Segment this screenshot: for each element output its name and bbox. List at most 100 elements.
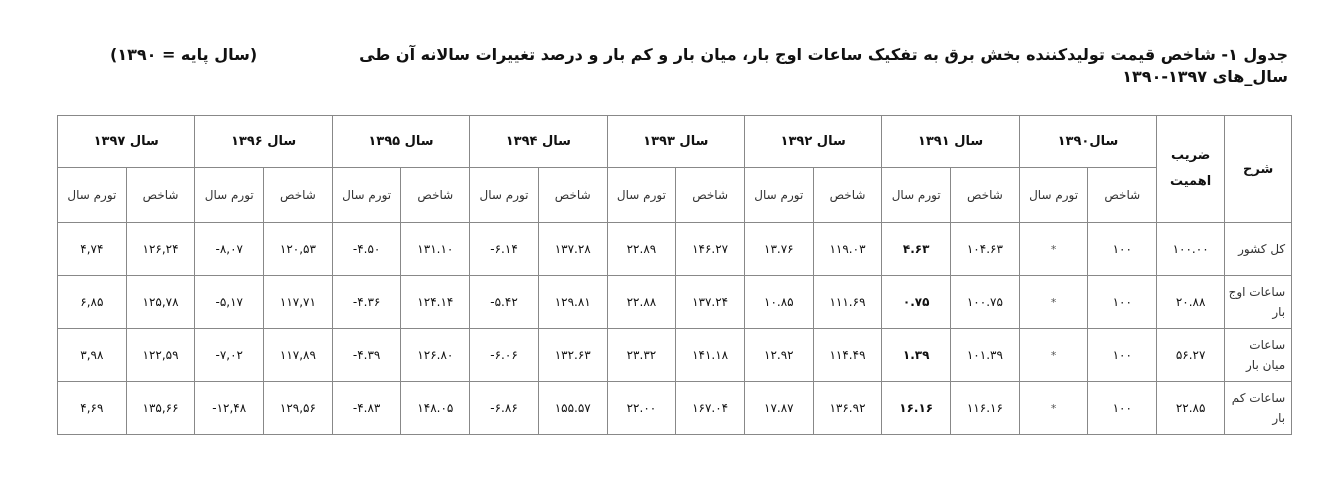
index-cell: ۱۰۰ [1087, 328, 1158, 382]
header-index: شاخص [537, 167, 608, 223]
index-cell: ۱۳۷.۲۴ [675, 275, 745, 329]
header-index: شاخص [1087, 167, 1158, 223]
weight-cell: ۲۲.۸۵ [1156, 381, 1226, 435]
table-row: ساعات اوج بار ۲۰.۸۸ ۱۰۰ * ۱۰۰.۷۵ ۰.۷۵ ۱۱۱.۶۹ ۱۰… [57, 275, 1293, 329]
index-cell: ۱۲۹.۸۱ [537, 275, 608, 329]
inflation-cell: ۴,۷۴ [57, 222, 127, 276]
inflation-cell: ۱۲.۹۲ [743, 328, 814, 382]
header-year: سال ۱۳۹۲ [743, 115, 883, 168]
header-description: شرح [1224, 115, 1293, 223]
row-label: ساعات اوج بار [1224, 275, 1293, 329]
index-cell: ۱۲۶,۲۴ [125, 222, 196, 276]
index-cell: ۱۱۴.۴۹ [812, 328, 883, 382]
index-cell: ۱۴۸.۰۵ [400, 381, 471, 435]
index-cell: ۱۲۴.۱۴ [400, 275, 471, 329]
inflation-cell: -۶.۰۶ [469, 328, 539, 382]
index-cell: ۱۰۰.۷۵ [950, 275, 1020, 329]
index-cell: ۱۳۶.۹۲ [812, 381, 883, 435]
index-cell: ۱۰۰ [1087, 275, 1158, 329]
inflation-cell: ۱۶.۱۶ [881, 381, 952, 435]
inflation-cell: * [1018, 381, 1089, 435]
table-row: ساعات کم بار ۲۲.۸۵ ۱۰۰ * ۱۱۶.۱۶ ۱۶.۱۶ ۱۳۶.۹۲ ۱۷… [57, 381, 1293, 435]
table-row: ساعات میان بار ۵۶.۲۷ ۱۰۰ * ۱۰۱.۳۹ ۱.۳۹ ۱۱۴.۴۹ ۱… [57, 328, 1293, 382]
header-index: شاخص [125, 167, 196, 223]
index-cell: ۱۱۷,۷۱ [263, 275, 333, 329]
index-cell: ۱۳۵,۶۶ [125, 381, 196, 435]
index-cell: ۱۲۵,۷۸ [125, 275, 196, 329]
base-year-note: (سال پایه = ۱۳۹۰) [110, 45, 258, 64]
weight-cell: ۵۶.۲۷ [1156, 328, 1226, 382]
inflation-cell: -۴.۳۹ [331, 328, 402, 382]
inflation-cell: * [1018, 328, 1089, 382]
header-year: سال ۱۳۹۶ [194, 115, 333, 168]
inflation-cell: -۱۲,۴۸ [194, 381, 265, 435]
row-label: ساعات کم بار [1224, 381, 1293, 435]
header-year: سال ۱۳۹۴ [469, 115, 608, 168]
index-cell: ۱۵۵.۵۷ [537, 381, 608, 435]
header-inflation: تورم سال [57, 167, 127, 223]
header-inflation: تورم سال [194, 167, 265, 223]
inflation-cell: -۷,۰۲ [194, 328, 265, 382]
inflation-cell: ۴,۶۹ [57, 381, 127, 435]
inflation-cell: ۲۳.۳۲ [606, 328, 677, 382]
inflation-cell: * [1018, 275, 1089, 329]
index-cell: ۱۶۷.۰۴ [675, 381, 745, 435]
inflation-cell: ۴.۶۳ [881, 222, 952, 276]
header-weight: ضریب اهمیت [1156, 115, 1226, 223]
index-cell: ۱۳۷.۲۸ [537, 222, 608, 276]
index-cell: ۱۲۰,۵۳ [263, 222, 333, 276]
index-cell: ۱۳۱.۱۰ [400, 222, 471, 276]
inflation-cell: ۰.۷۵ [881, 275, 952, 329]
inflation-cell: ۱۷.۸۷ [743, 381, 814, 435]
caption: جدول ۱- شاخص قیمت تولیدکننده بخش برق به … [110, 44, 1288, 88]
header-year: سال ۱۳۹۳ [606, 115, 745, 168]
inflation-cell: -۶.۸۶ [469, 381, 539, 435]
index-cell: ۱۲۹,۵۶ [263, 381, 333, 435]
inflation-cell: ۱۳.۷۶ [743, 222, 814, 276]
inflation-cell: ۶,۸۵ [57, 275, 127, 329]
index-cell: ۱۱۹.۰۳ [812, 222, 883, 276]
header-index: شاخص [950, 167, 1020, 223]
header-year: سال ۱۳۹۷ [56, 115, 196, 168]
header-year: سال ۱۳۹۱ [881, 115, 1020, 168]
header-inflation: تورم سال [606, 167, 677, 223]
index-cell: ۱۴۱.۱۸ [675, 328, 745, 382]
inflation-cell: -۸,۰۷ [194, 222, 265, 276]
header-index: شاخص [812, 167, 883, 223]
index-cell: ۱۲۶.۸۰ [400, 328, 471, 382]
inflation-cell: -۵,۱۷ [194, 275, 265, 329]
inflation-cell: ۲۲.۸۸ [606, 275, 677, 329]
table-row: کل کشور ۱۰۰.۰۰ ۱۰۰ * ۱۰۴.۶۳ ۴.۶۳ ۱۱۹.۰۳ ۱۳.۷۶ ۱۴… [57, 222, 1293, 276]
header-index: شاخص [675, 167, 745, 223]
header-inflation: تورم سال [469, 167, 539, 223]
header-year: سال۱۳۹۰ [1018, 115, 1158, 168]
index-cell: ۱۱۷,۸۹ [263, 328, 333, 382]
index-cell: ۱۴۶.۲۷ [675, 222, 745, 276]
index-cell: ۱۰۴.۶۳ [950, 222, 1020, 276]
row-label: ساعات میان بار [1224, 328, 1293, 382]
index-cell: ۱۰۱.۳۹ [950, 328, 1020, 382]
inflation-cell: * [1018, 222, 1089, 276]
header-inflation: تورم سال [881, 167, 952, 223]
header-index: شاخص [400, 167, 471, 223]
inflation-cell: -۴.۸۳ [331, 381, 402, 435]
inflation-cell: -۴.۵۰ [331, 222, 402, 276]
inflation-cell: ۲۲.۰۰ [606, 381, 677, 435]
index-cell: ۱۲۲,۵۹ [125, 328, 196, 382]
table-title: جدول ۱- شاخص قیمت تولیدکننده بخش برق به … [359, 45, 1288, 86]
index-cell: ۱۰۰ [1087, 222, 1158, 276]
price-index-table: شرح ضریب اهمیت سال۱۳۹۰ سال ۱۳۹۱ سال ۱۳۹۲ سا… [56, 115, 1293, 435]
inflation-cell: -۴.۳۶ [331, 275, 402, 329]
index-cell: ۱۱۶.۱۶ [950, 381, 1020, 435]
header-inflation: تورم سال [743, 167, 814, 223]
index-cell: ۱۰۰ [1087, 381, 1158, 435]
header-index: شاخص [263, 167, 333, 223]
inflation-cell: ۱.۳۹ [881, 328, 952, 382]
index-cell: ۱۱۱.۶۹ [812, 275, 883, 329]
header-year: سال ۱۳۹۵ [331, 115, 471, 168]
inflation-cell: -۶.۱۴ [469, 222, 539, 276]
inflation-cell: -۵.۴۲ [469, 275, 539, 329]
inflation-cell: ۱۰.۸۵ [743, 275, 814, 329]
inflation-cell: ۲۲.۸۹ [606, 222, 677, 276]
weight-cell: ۲۰.۸۸ [1156, 275, 1226, 329]
